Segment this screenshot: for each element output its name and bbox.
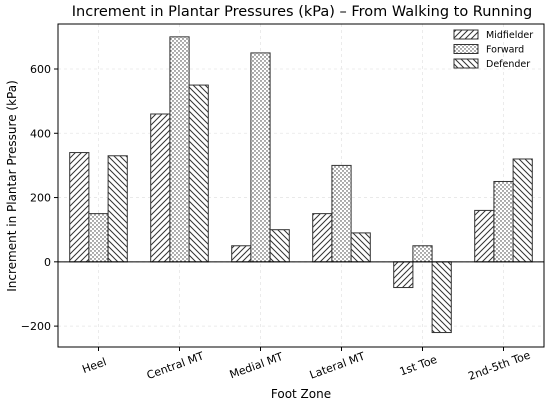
- bar-forward-lateral-mt: [331, 164, 352, 263]
- legend-label-defender: Defender: [486, 59, 530, 70]
- legend-label-midfielder: Midfielder: [486, 30, 533, 41]
- legend-swatch-defender: [453, 58, 479, 69]
- x-tick-label: Medial MT: [228, 350, 285, 381]
- bar-midfielder-1st-toe: [393, 261, 414, 289]
- legend-label-forward: Forward: [486, 45, 524, 56]
- y-tick-label: 600: [30, 63, 51, 76]
- x-axis-ticks: Heel Central MT Medial MT Lateral MT 1st Toe…: [80, 347, 532, 383]
- bar-forward-2nd-5th-toe: [493, 180, 514, 263]
- bar-defender-2nd-5th-toe: [512, 158, 533, 263]
- y-tick-label: 400: [30, 127, 51, 140]
- bar-midfielder-medial-mt: [231, 245, 252, 263]
- bar-forward-central-mt: [169, 36, 190, 263]
- legend: Midfielder Forward Defender: [453, 29, 533, 70]
- bar-forward-heel: [88, 213, 109, 263]
- plot-frame: [57, 23, 545, 348]
- bar-defender-1st-toe: [431, 261, 452, 334]
- x-tick-label: Heel: [80, 355, 108, 376]
- bar-defender-heel: [107, 155, 128, 263]
- bar-defender-central-mt: [188, 84, 209, 263]
- x-tick-label: Lateral MT: [308, 350, 367, 382]
- y-tick-label: 200: [30, 192, 51, 205]
- bar-midfielder-central-mt: [150, 113, 171, 263]
- legend-swatch-forward: [453, 44, 479, 54]
- bar-midfielder-lateral-mt: [312, 213, 333, 263]
- legend-swatch-midfielder: [453, 29, 479, 40]
- bar-midfielder-heel: [69, 152, 90, 263]
- bar-defender-medial-mt: [269, 229, 290, 263]
- x-tick-label: Central MT: [145, 349, 206, 382]
- x-tick-label: 2nd-5th Toe: [467, 348, 533, 383]
- bars: [58, 36, 544, 334]
- y-tick-label: 0: [44, 256, 51, 269]
- x-tick-label: 1st Toe: [398, 353, 439, 379]
- grid-lines: [58, 24, 544, 347]
- y-axis-ticks: −200 0 200 400 600: [21, 63, 58, 333]
- bar-forward-1st-toe: [412, 245, 433, 263]
- bar-midfielder-2nd-5th-toe: [474, 209, 495, 263]
- bar-defender-lateral-mt: [350, 232, 371, 263]
- x-axis-label: Foot Zone: [271, 387, 331, 401]
- y-axis-label: Increment in Plantar Pressure (kPa): [5, 80, 19, 292]
- bar-forward-medial-mt: [250, 52, 271, 263]
- y-tick-label: −200: [21, 320, 51, 333]
- chart-title: Increment in Plantar Pressures (kPa) – F…: [72, 4, 532, 20]
